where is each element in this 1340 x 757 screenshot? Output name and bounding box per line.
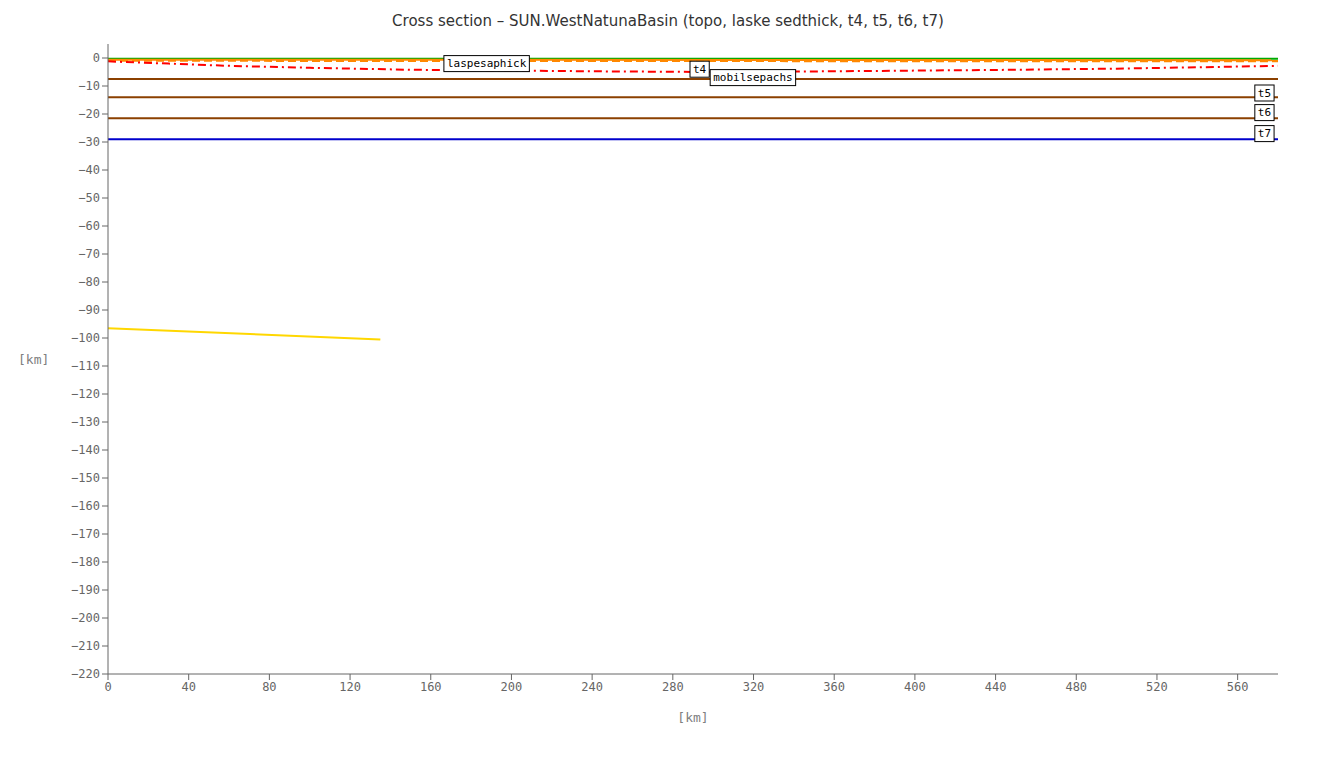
svg-text:200: 200: [501, 680, 523, 694]
svg-text:−140: −140: [71, 443, 100, 457]
svg-text:0: 0: [93, 51, 100, 65]
svg-text:t6: t6: [1258, 106, 1271, 119]
html-text:Cross section – SUN.WestNatuna: Cross section – SUN.WestNatunaBasin (top…: [392, 12, 944, 30]
svg-text:−180: −180: [71, 555, 100, 569]
svg-text:−60: −60: [78, 219, 100, 233]
svg-text:t7: t7: [1258, 127, 1271, 140]
svg-text:480: 480: [1065, 680, 1087, 694]
svg-text:120: 120: [339, 680, 361, 694]
svg-text:−220: −220: [71, 667, 100, 681]
svg-text:−70: −70: [78, 247, 100, 261]
svg-text:360: 360: [823, 680, 845, 694]
svg-text:440: 440: [985, 680, 1007, 694]
svg-text:laspesaphick: laspesaphick: [447, 57, 527, 70]
svg-text:−40: −40: [78, 163, 100, 177]
svg-text:−100: −100: [71, 331, 100, 345]
svg-text:−90: −90: [78, 303, 100, 317]
svg-text:320: 320: [743, 680, 765, 694]
svg-text:−200: −200: [71, 611, 100, 625]
svg-text:520: 520: [1146, 680, 1168, 694]
svg-text:280: 280: [662, 680, 684, 694]
svg-text:mobilsepachs: mobilsepachs: [713, 71, 792, 84]
svg-text:−150: −150: [71, 471, 100, 485]
svg-text:−50: −50: [78, 191, 100, 205]
svg-text:−120: −120: [71, 387, 100, 401]
svg-text:−20: −20: [78, 107, 100, 121]
svg-text:400: 400: [904, 680, 926, 694]
svg-text:−10: −10: [78, 79, 100, 93]
svg-text:560: 560: [1227, 680, 1249, 694]
svg-text:−190: −190: [71, 583, 100, 597]
svg-text:t5: t5: [1258, 87, 1271, 100]
svg-text:−30: −30: [78, 135, 100, 149]
svg-text:−130: −130: [71, 415, 100, 429]
svg-text:[km]: [km]: [677, 710, 708, 725]
svg-text:40: 40: [181, 680, 195, 694]
svg-text:0: 0: [104, 680, 111, 694]
svg-text:[km]: [km]: [18, 352, 49, 367]
svg-text:−210: −210: [71, 639, 100, 653]
svg-text:−110: −110: [71, 359, 100, 373]
svg-text:−160: −160: [71, 499, 100, 513]
svg-text:160: 160: [420, 680, 442, 694]
svg-text:240: 240: [581, 680, 603, 694]
svg-text:−170: −170: [71, 527, 100, 541]
svg-text:80: 80: [262, 680, 276, 694]
svg-text:−80: −80: [78, 275, 100, 289]
svg-text:t4: t4: [693, 63, 707, 76]
